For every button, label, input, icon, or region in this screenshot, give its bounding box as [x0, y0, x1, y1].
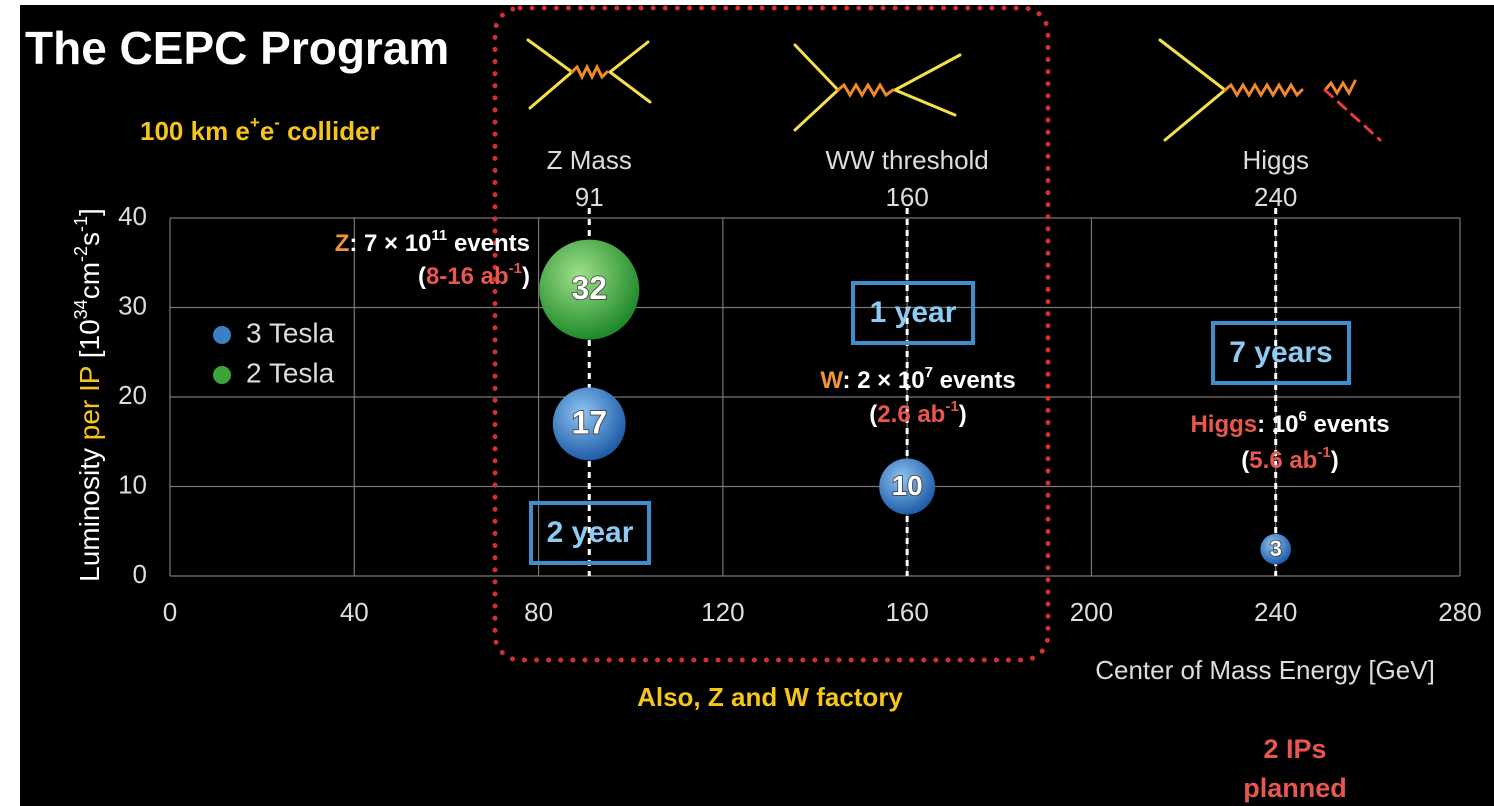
note: (2.6 ab-1): [869, 398, 966, 428]
note-part: events: [447, 230, 530, 257]
note-part: 5.6 ab: [1249, 447, 1317, 474]
label-part: per IP: [74, 366, 105, 440]
note: W: 2 × 107 events: [820, 364, 1015, 394]
note-part: : 10: [1257, 411, 1298, 438]
label-part: -2: [71, 246, 91, 262]
legend-swatch: [213, 326, 231, 344]
note-part: -1: [509, 260, 522, 277]
note: (5.6 ab-1): [1241, 444, 1338, 474]
legend-label: 3 Tesla: [246, 317, 335, 348]
margin: [0, 0, 1494, 5]
margin: [0, 0, 20, 806]
title: The CEPC Program: [25, 22, 449, 74]
subtitle-part: +: [250, 113, 260, 132]
run-time-label: 2 year: [547, 516, 634, 549]
run-time-label: 1 year: [870, 296, 957, 329]
x-tick-label: 240: [1254, 597, 1297, 627]
y-tick-label: 20: [118, 380, 147, 410]
y-tick-label: 0: [133, 559, 147, 589]
bubble-label: 10: [892, 470, 923, 501]
note-part: -1: [1317, 444, 1330, 461]
note-part: : 7 × 10: [349, 230, 431, 257]
legend-swatch: [213, 366, 231, 384]
note-part: 6: [1298, 408, 1306, 425]
note-part: 7: [925, 364, 933, 381]
marker-value: 91: [575, 182, 604, 212]
note-part: : 2 × 10: [843, 367, 925, 394]
note-part: 2.6 ab: [877, 401, 945, 428]
note-part: Higgs: [1190, 411, 1257, 438]
note-part: (: [418, 263, 426, 290]
label-part: Luminosity: [74, 440, 105, 582]
marker-label: Higgs: [1242, 145, 1308, 175]
x-tick-label: 280: [1438, 597, 1481, 627]
note-part: events: [1307, 411, 1390, 438]
bubble-label: 3: [1270, 536, 1282, 561]
bubble: [552, 387, 626, 461]
note-part: -1: [945, 398, 958, 415]
run-time-label: 7 years: [1229, 336, 1332, 369]
x-tick-label: 120: [701, 597, 744, 627]
subtitle-part: -: [274, 113, 280, 132]
note-part: events: [933, 367, 1016, 394]
label-part: -1: [71, 216, 91, 232]
y-tick-label: 30: [118, 290, 147, 320]
bubble-label: 32: [571, 270, 607, 306]
label-part: [10: [74, 319, 105, 366]
footer-note: planned: [1243, 773, 1347, 803]
marker-value: 160: [885, 182, 928, 212]
note-part: (: [1241, 447, 1249, 474]
run-time-box: [529, 501, 651, 565]
x-tick-label: 80: [524, 597, 553, 627]
note-part: (: [869, 401, 877, 428]
feynman-diagrams: [526, 38, 1382, 142]
footer-note: Also, Z and W factory: [637, 682, 903, 712]
note: Higgs: 106 events: [1190, 408, 1389, 438]
footer-note: 2 IPs: [1263, 734, 1326, 764]
plot: Z Mass 91 WW threshold 160 Higgs 240 2 year 1 y…: [213, 145, 1351, 576]
grid: 0 10 20 30 40 0 40 80 120 160 200 240 280: [118, 201, 1482, 627]
x-tick-label: 200: [1070, 597, 1113, 627]
label-part: 34: [71, 299, 91, 319]
subtitle-part: e: [260, 116, 274, 146]
note-part: W: [820, 367, 843, 394]
note: (8-16 ab-1): [418, 260, 530, 290]
y-tick-label: 40: [118, 201, 147, 231]
legend-label: 2 Tesla: [246, 357, 335, 388]
subtitle: 100 km e+e- collider: [140, 113, 380, 146]
label-part: cm: [74, 262, 105, 299]
x-tick-label: 160: [885, 597, 928, 627]
note-part: Z: [335, 230, 350, 257]
run-time-box: [851, 281, 975, 345]
label-part: ]: [74, 208, 105, 216]
marker-label: WW threshold: [826, 145, 989, 175]
run-time-box: [1211, 321, 1351, 385]
bubble: [539, 239, 640, 340]
y-axis-label: Luminosity per IP [1034cm-2s-1]: [71, 208, 106, 582]
subtitle-part: collider: [280, 116, 380, 146]
bubble: [879, 458, 936, 515]
note-part: ): [959, 401, 967, 428]
note: Z: 7 × 1011 events: [335, 227, 530, 257]
marker-value: 240: [1254, 182, 1297, 212]
x-tick-label: 40: [340, 597, 369, 627]
note-part: ): [522, 263, 530, 290]
note-part: 8-16 ab: [426, 263, 509, 290]
y-tick-label: 10: [118, 469, 147, 499]
label-part: s: [74, 232, 105, 246]
marker-label: Z Mass: [547, 145, 632, 175]
note-part: 11: [431, 227, 447, 244]
subtitle-part: 100 km e: [140, 116, 250, 146]
x-axis-label: Center of Mass Energy [GeV]: [1095, 655, 1435, 685]
x-tick-label: 0: [163, 597, 177, 627]
bubble-label: 17: [571, 404, 607, 440]
note-part: ): [1331, 447, 1339, 474]
bubble: [1260, 533, 1292, 565]
